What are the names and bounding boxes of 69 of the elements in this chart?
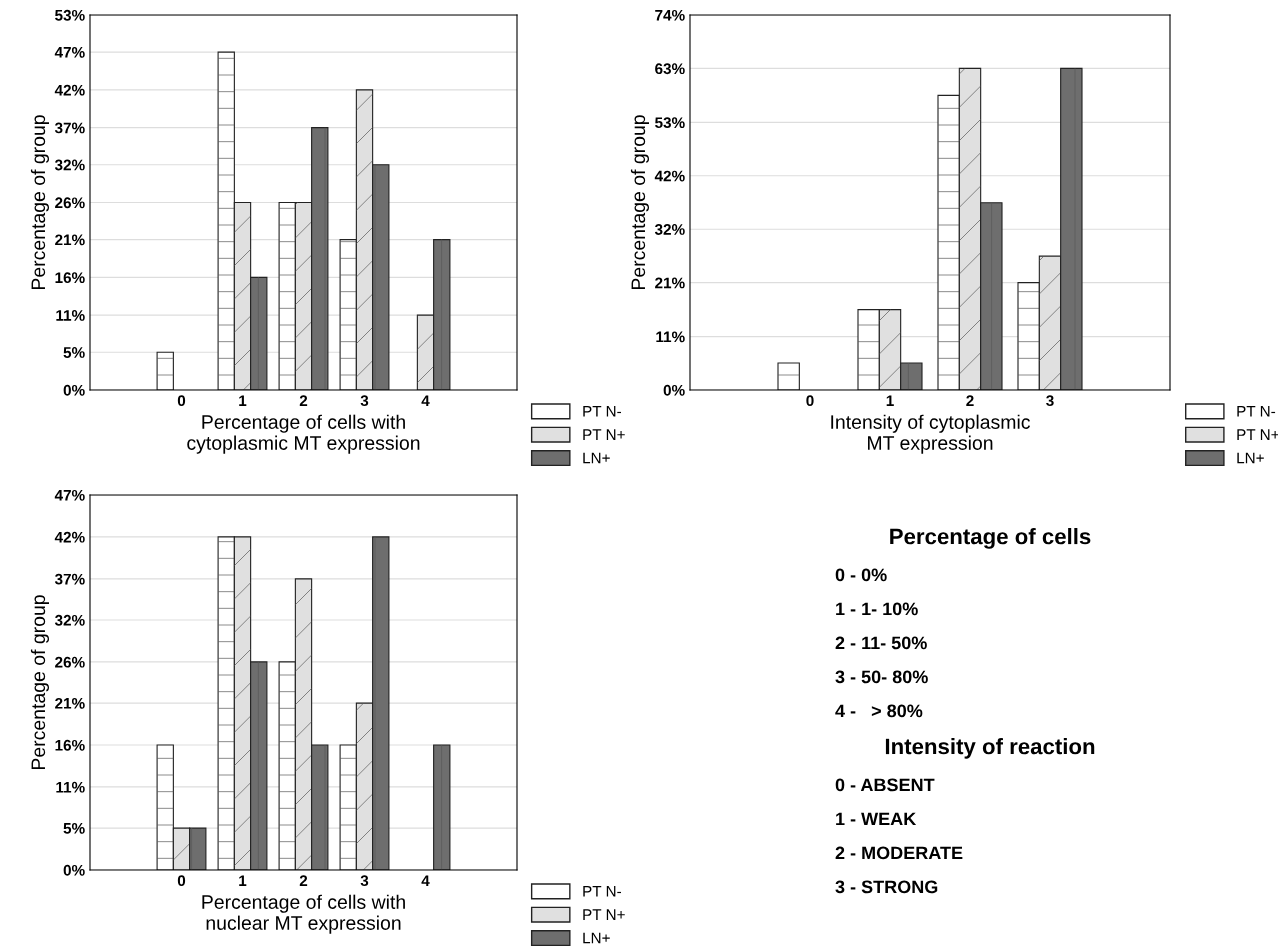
text: 3 - 50- 80% bbox=[835, 670, 928, 684]
legend-label: PT N- bbox=[583, 406, 622, 417]
text: 0 - 0% bbox=[835, 568, 887, 582]
x-tick-label: 2 bbox=[966, 395, 974, 406]
legend-label: PT N- bbox=[1237, 406, 1276, 417]
legend-label: LN+ bbox=[583, 932, 610, 944]
y-tick-label: 74% bbox=[655, 9, 685, 21]
y-tick-label: 11% bbox=[56, 310, 85, 321]
y-tick-label: 0% bbox=[63, 384, 85, 396]
y-tick-label: 5% bbox=[63, 822, 85, 834]
y-tick-label: 63% bbox=[655, 63, 685, 75]
x-tick-label: 0 bbox=[177, 395, 186, 407]
x-tick-label: 1 bbox=[239, 395, 247, 406]
y-tick-label: 11% bbox=[656, 331, 685, 343]
y-tick-label: 0% bbox=[663, 384, 685, 396]
y-tick-label: 16% bbox=[55, 739, 85, 751]
y-tick-label: 11% bbox=[56, 781, 85, 793]
text: Percentage of cells bbox=[890, 528, 1091, 549]
y-axis-title: Percentage of group bbox=[30, 595, 50, 769]
text: 2 - 11- 50% bbox=[835, 636, 927, 650]
x-tick-label: 2 bbox=[299, 875, 308, 886]
text: 1 - WEAK bbox=[836, 812, 917, 826]
y-axis-title: Percentage of group bbox=[30, 115, 50, 289]
y-tick-label: 37% bbox=[54, 573, 85, 585]
legend-label: PT N+ bbox=[1237, 429, 1278, 440]
y-tick-label: 21% bbox=[655, 277, 685, 289]
y-tick-label: 42% bbox=[54, 84, 85, 96]
y-tick-label: 42% bbox=[654, 170, 685, 182]
y-tick-label: 16% bbox=[55, 272, 85, 284]
x-tick-label: 2 bbox=[299, 395, 308, 406]
text: 1 - 1- 10% bbox=[836, 602, 918, 616]
x-tick-label: 1 bbox=[886, 395, 894, 406]
x-tick-label: 3 bbox=[1046, 395, 1054, 407]
y-axis-title: Percentage of group bbox=[630, 115, 650, 289]
x-tick-label: 1 bbox=[239, 875, 247, 886]
legend-label: LN+ bbox=[1237, 452, 1264, 464]
y-tick-label: 32% bbox=[54, 159, 85, 171]
x-tick-label: 3 bbox=[360, 875, 369, 887]
y-tick-label: 5% bbox=[63, 347, 85, 358]
x-tick-label: 4 bbox=[421, 395, 430, 406]
y-tick-label: 21% bbox=[55, 234, 85, 246]
legend-label: LN+ bbox=[583, 452, 610, 464]
y-tick-label: 53% bbox=[55, 9, 85, 21]
x-axis-title: Percentage of cells with cytoplasmic MT expression bbox=[187, 414, 420, 454]
y-tick-label: 32% bbox=[54, 614, 85, 626]
x-tick-label: 0 bbox=[806, 395, 814, 407]
y-tick-label: 47% bbox=[54, 489, 85, 501]
legend-label: PT N+ bbox=[583, 429, 625, 440]
y-tick-label: 47% bbox=[54, 46, 85, 58]
x-tick-label: 4 bbox=[421, 875, 430, 886]
legend-label: PT N- bbox=[583, 886, 622, 897]
y-tick-label: 42% bbox=[54, 531, 85, 543]
y-tick-label: 37% bbox=[54, 122, 85, 134]
x-tick-label: 3 bbox=[360, 395, 369, 407]
y-tick-label: 26% bbox=[55, 197, 85, 209]
text: 2 - MODERATE bbox=[835, 846, 963, 860]
x-tick-label: 0 bbox=[177, 875, 186, 887]
text: 0 - ABSENT bbox=[835, 778, 935, 792]
y-tick-label: 53% bbox=[655, 117, 685, 129]
y-tick-label: 21% bbox=[55, 697, 85, 709]
y-tick-label: 26% bbox=[55, 656, 85, 668]
y-tick-label: 32% bbox=[654, 224, 685, 235]
text: 4 - > 80% bbox=[835, 704, 923, 718]
text: 3 - STRONG bbox=[835, 880, 938, 894]
y-tick-label: 0% bbox=[63, 864, 85, 876]
legend-label: PT N+ bbox=[583, 909, 625, 920]
x-axis-title: Intensity of cytoplasmic MT expression bbox=[831, 414, 1030, 454]
x-axis-title: Percentage of cells with nuclear MT expression bbox=[202, 894, 405, 934]
text: Intensity of reaction bbox=[885, 738, 1095, 759]
